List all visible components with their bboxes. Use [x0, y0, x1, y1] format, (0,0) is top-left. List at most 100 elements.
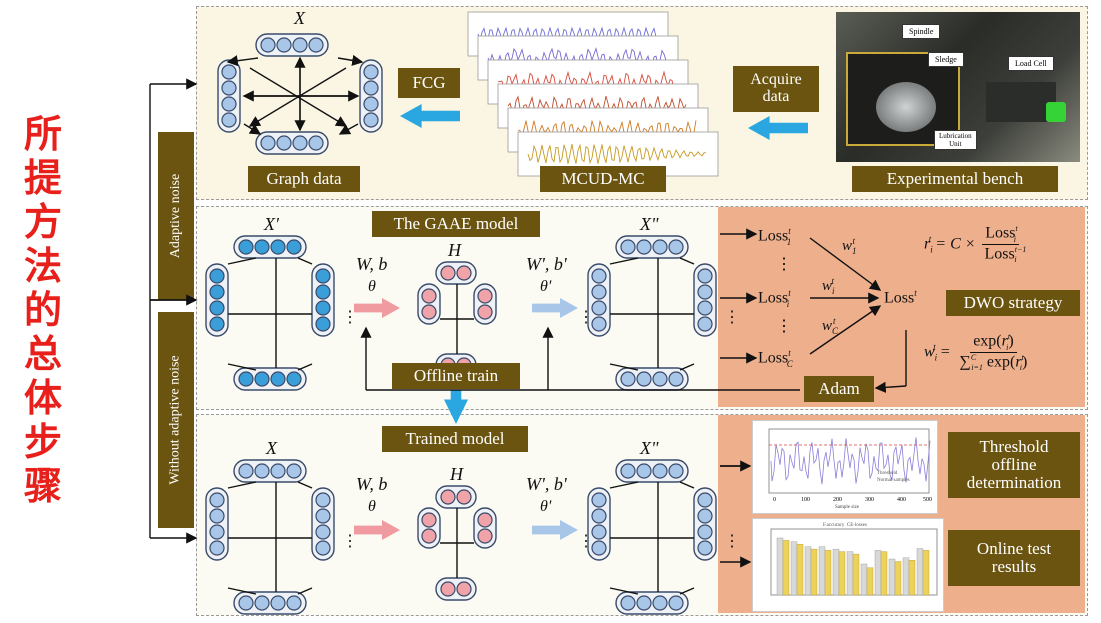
acquire-data-label: Acquire data	[733, 66, 819, 112]
graph-node	[260, 135, 276, 151]
node-group	[587, 487, 611, 561]
chart1-tick-0: 0	[773, 497, 776, 503]
graph-node	[209, 524, 225, 540]
graph-node	[238, 595, 254, 611]
connector-line	[874, 381, 907, 393]
graph-node	[363, 112, 379, 128]
graph-node	[238, 239, 254, 255]
node-group	[255, 33, 329, 57]
node-group	[693, 487, 717, 561]
graph-node	[697, 524, 713, 540]
graph-node	[636, 595, 652, 611]
graph-node	[315, 300, 331, 316]
formula-r: rit = C × Lossti Losst−1i	[924, 224, 1027, 265]
chart2-bar	[860, 563, 868, 596]
ellipsis: ⋮	[578, 309, 594, 326]
chart2-bar	[874, 550, 882, 596]
block-arrow	[532, 298, 578, 318]
connector-line	[609, 363, 639, 371]
graph-node	[315, 492, 331, 508]
node-group	[615, 235, 689, 259]
gaae-title: The GAAE model	[372, 211, 540, 237]
graph-node	[477, 512, 493, 528]
graph-node	[421, 512, 437, 528]
chart2-bar	[908, 560, 916, 596]
graph-node	[620, 371, 636, 387]
connector-line	[609, 587, 639, 595]
weight-1: w1t	[842, 236, 857, 256]
signal-trace	[517, 119, 697, 141]
loss-i: Lossti	[758, 288, 791, 309]
connector-line	[809, 305, 882, 355]
block-arrow	[400, 104, 460, 128]
graph-node	[620, 239, 636, 255]
connector-line	[679, 363, 695, 371]
node-group	[233, 235, 307, 259]
bot-wb: W, b	[356, 474, 388, 494]
graph-node	[668, 463, 684, 479]
graph-node	[254, 371, 270, 387]
chart2-bar	[894, 561, 902, 596]
chart2-bar	[866, 567, 874, 596]
mid-x-dprime: X"	[640, 214, 659, 234]
graph-node	[652, 239, 668, 255]
graph-node	[456, 265, 472, 281]
graph-node	[363, 80, 379, 96]
graph-node	[270, 463, 286, 479]
mid-x-prime: X'	[264, 214, 279, 234]
graph-node	[668, 239, 684, 255]
chart2-bar	[832, 548, 840, 596]
connector-line	[679, 587, 695, 595]
chart2-bar	[810, 548, 818, 596]
chart1-tick-3: 300	[865, 497, 874, 503]
ellipsis: ⋮	[724, 533, 740, 550]
node-group	[311, 263, 335, 337]
graph-node	[591, 508, 607, 524]
graph-node	[697, 540, 713, 556]
graph-node	[363, 64, 379, 80]
graph-node	[308, 135, 324, 151]
graph-node	[421, 304, 437, 320]
connector-line	[297, 257, 313, 265]
graph-node	[697, 284, 713, 300]
chart2-bar	[782, 540, 790, 596]
graph-node	[286, 371, 302, 387]
side-title: 所提方 法的总 体步骤	[23, 112, 62, 508]
online-results-chart: F.accuracy CE-losses	[752, 518, 944, 612]
graph-node	[315, 524, 331, 540]
graph-node	[477, 304, 493, 320]
loss-total: Losst	[884, 288, 917, 307]
chart2-bar	[846, 551, 854, 596]
graph-node	[221, 96, 237, 112]
graph-data-label: Graph data	[248, 166, 360, 192]
graph-node	[421, 528, 437, 544]
chart2-bar	[776, 537, 784, 596]
graph-node	[260, 37, 276, 53]
sledge-callout: Sledge	[928, 52, 964, 67]
bench-photo: Spindle Sledge Load Cell Lubrication Uni…	[836, 12, 1080, 162]
chart2-bar	[888, 558, 896, 596]
graph-node	[209, 540, 225, 556]
graph-node	[221, 64, 237, 80]
threshold-label: Threshold offline determination	[948, 432, 1080, 498]
graph-node	[209, 300, 225, 316]
chart2-legend: F.accuracy CE-losses	[823, 523, 867, 528]
graph-node	[591, 300, 607, 316]
graph-node	[440, 489, 456, 505]
graph-node	[636, 239, 652, 255]
connector-line	[609, 481, 639, 489]
graph-node	[254, 463, 270, 479]
chart2-bar	[804, 546, 812, 596]
connector-line	[227, 363, 257, 371]
chart1-legend-2: Normal samples	[877, 478, 910, 483]
connector-line	[338, 123, 359, 135]
spindle-callout: Spindle	[902, 24, 941, 39]
lube-callout: Lubrication Unit	[934, 130, 977, 150]
graph-node	[292, 135, 308, 151]
adaptive-noise-label: Adaptive noise	[158, 132, 194, 300]
formula-w: wit = exp(rti) ∑Ci=1 exp(rti)	[924, 332, 1028, 373]
graph-node	[209, 508, 225, 524]
dots-1: ⋮	[776, 256, 792, 273]
graph-node	[270, 239, 286, 255]
graph-node	[315, 540, 331, 556]
